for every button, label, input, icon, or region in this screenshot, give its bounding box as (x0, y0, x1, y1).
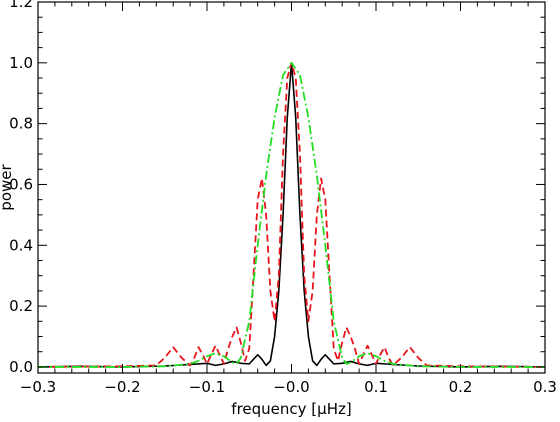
plot-frame (37, 1, 546, 374)
x-tick-label: 0.3 (533, 378, 557, 396)
series-dashed-line (38, 61, 545, 368)
series-layer (38, 61, 545, 368)
y-tick-label: 0.2 (9, 297, 33, 315)
series-solid-line (38, 62, 545, 368)
x-tick-label: −0.0 (273, 378, 309, 396)
x-tick-label: −0.3 (20, 378, 56, 396)
y-tick-label: 0.6 (9, 175, 33, 193)
y-tick-label: 0.8 (9, 115, 33, 133)
x-axis-label: frequency [μHz] (231, 400, 351, 418)
y-tick-label: 1.2 (9, 0, 33, 11)
y-tick-label: 0.0 (9, 358, 33, 376)
y-axis-label: power (0, 163, 15, 210)
series-dashdot-line (38, 61, 545, 368)
labels-layer: −0.3 −0.2 −0.1 −0.0 0.1 0.2 0.3 0.0 0.2 0.4 0.6 0.8… (9, 0, 557, 396)
ticks-layer (37, 1, 546, 373)
x-tick-label: 0.1 (364, 378, 388, 396)
y-tick-label: 1.0 (9, 54, 33, 72)
y-tick-label: 0.4 (9, 236, 33, 254)
x-tick-label: 0.2 (449, 378, 473, 396)
x-tick-label: −0.1 (189, 378, 225, 396)
x-tick-label: −0.2 (104, 378, 140, 396)
